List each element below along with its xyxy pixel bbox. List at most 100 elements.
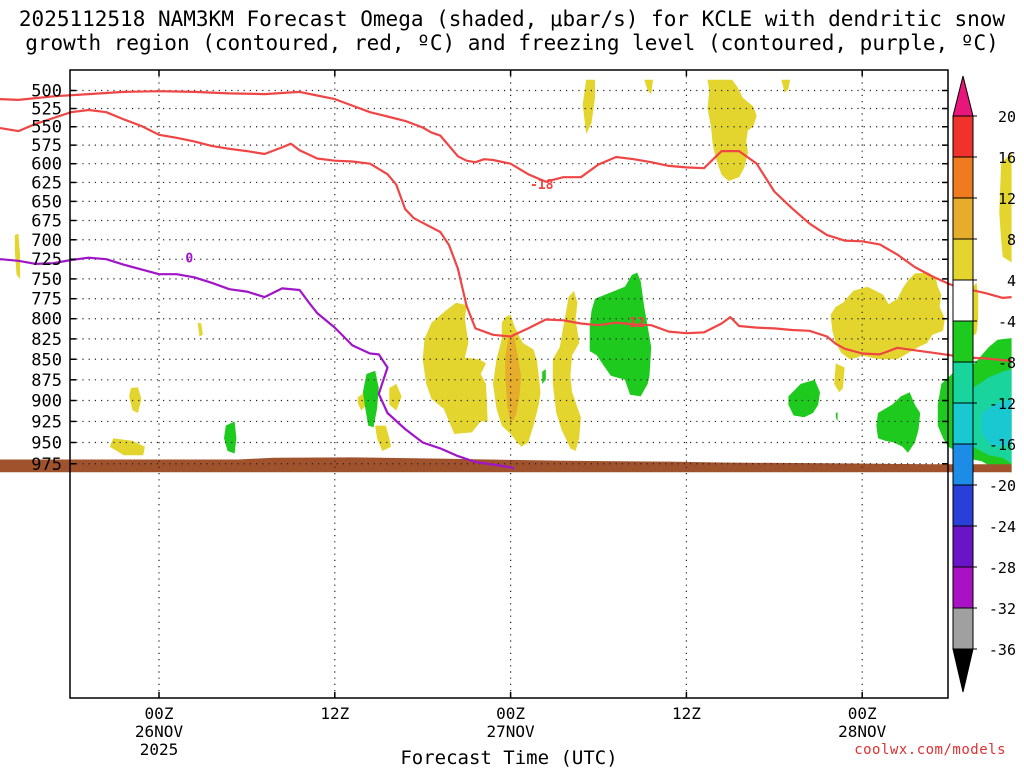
omega-region-14 [389, 383, 402, 411]
y-tick-label-650: 650 [31, 192, 62, 212]
omega-region-4 [999, 152, 1012, 263]
colorbar-swatch-9 [952, 443, 974, 486]
omega-region-5 [14, 233, 21, 279]
contour-lines-layer: -18 -12 0 [0, 90, 1012, 470]
colorbar-label-3: 8 [1007, 231, 1016, 249]
x-tick-label-0-0: 00Z [145, 704, 174, 723]
omega-region-9 [422, 302, 488, 434]
colorbar-swatch-8 [952, 402, 974, 445]
y-tick-label-575: 575 [31, 136, 62, 156]
x-axis-title: Forecast Time (UTC) [400, 747, 617, 768]
omega-region-3 [781, 79, 791, 93]
colorbar-bottom-arrow [952, 648, 974, 693]
colorbar-swatch-3 [952, 197, 974, 240]
y-tick-label-900: 900 [31, 392, 62, 412]
omega-region-19 [542, 369, 546, 384]
ground-fill [0, 457, 1012, 473]
colorbar-label-1: 16 [998, 149, 1016, 167]
omega-region-20 [362, 370, 379, 428]
y-tick-label-725: 725 [31, 250, 62, 270]
omega-region-28 [505, 334, 522, 424]
colorbar-swatch-4 [952, 238, 974, 281]
y-tick-label-775: 775 [31, 290, 62, 310]
omega-region-8 [109, 438, 145, 456]
contour-line-1 [0, 108, 1012, 362]
x-tick-label-40-0: 00Z [848, 704, 877, 723]
omega-shading-layer [0, 79, 1012, 473]
colorbar-label-0: 20 [998, 108, 1016, 126]
axes-layer: 5005255505756006256506757007257507758008… [31, 69, 949, 768]
omega-region-1 [644, 79, 653, 95]
omega-region-7 [129, 387, 142, 413]
x-tick-label-0-1: 26NOV [135, 722, 184, 741]
y-tick-label-875: 875 [31, 371, 62, 391]
y-tick-label-600: 600 [31, 155, 62, 175]
colorbar-swatch-2 [952, 156, 974, 199]
colorbar-swatch-7 [952, 361, 974, 404]
colorbar-swatch-11 [952, 525, 974, 568]
x-tick-label-10-0: 12Z [320, 704, 349, 723]
x-tick-label-40-1: 28NOV [838, 722, 887, 741]
contour-line-0 [0, 90, 1012, 299]
y-tick-label-675: 675 [31, 211, 62, 231]
y-tick-label-850: 850 [31, 350, 62, 370]
grid-layer [70, 70, 948, 698]
colorbar-label-6: -8 [998, 354, 1016, 372]
y-tick-label-525: 525 [31, 100, 62, 120]
y-tick-label-625: 625 [31, 173, 62, 193]
plot-frame [69, 69, 949, 699]
x-tick-label-30-0: 12Z [672, 704, 701, 723]
x-tick-label-20-1: 27NOV [487, 722, 536, 741]
colorbar-swatch-1 [952, 115, 974, 158]
colorbar-swatch-5 [952, 279, 974, 322]
colorbar: 20 16 12 8 4 -4 -8 -12 -16 -20 -24 -28 -32 -36 [952, 75, 1016, 693]
credit-label: coolwx.com/models [854, 742, 1006, 758]
y-tick-label-825: 825 [31, 330, 62, 350]
colorbar-label-2: 12 [998, 190, 1016, 208]
omega-region-22 [788, 379, 820, 418]
chart-title-line-2: growth region (contoured, red, ºC) and f… [25, 31, 999, 55]
x-tick-label-0-2: 2025 [140, 740, 179, 759]
omega-region-11 [552, 290, 581, 451]
colorbar-label-11: -28 [989, 559, 1016, 577]
colorbar-label-12: -32 [989, 600, 1016, 618]
omega-region-6 [197, 322, 203, 337]
colorbar-label-5: -4 [998, 313, 1016, 331]
chart-title-line-1: 2025112518 NAM3KM Forecast Omega (shaded… [18, 7, 1006, 31]
omega-region-0 [582, 79, 595, 135]
y-tick-label-800: 800 [31, 310, 62, 330]
y-tick-label-550: 550 [31, 118, 62, 138]
omega-region-27 [981, 398, 1012, 447]
y-tick-label-700: 700 [31, 231, 62, 251]
omega-region-24 [876, 392, 921, 453]
y-tick-label-975: 975 [31, 455, 62, 475]
y-tick-label-925: 925 [31, 412, 62, 432]
colorbar-label-10: -24 [989, 518, 1016, 536]
colorbar-label-7: -12 [989, 395, 1016, 413]
colorbar-swatch-6 [952, 320, 974, 363]
colorbar-top-arrow [952, 75, 974, 117]
y-tick-label-500: 500 [31, 82, 62, 102]
contour-line-2 [0, 256, 515, 470]
colorbar-swatch-10 [952, 484, 974, 527]
omega-region-16 [834, 363, 845, 393]
y-tick-label-750: 750 [31, 270, 62, 290]
omega-region-18 [589, 272, 652, 397]
colorbar-swatch-12 [952, 566, 974, 609]
colorbar-label-8: -16 [989, 436, 1016, 454]
label-12-c: -12 [621, 316, 644, 331]
omega-region-15 [830, 272, 945, 360]
colorbar-label-9: -20 [989, 477, 1016, 495]
label-0-c: 0 [185, 252, 193, 267]
label-18-c: -18 [530, 178, 554, 193]
colorbar-swatch-13 [952, 607, 974, 650]
omega-region-23 [835, 412, 838, 422]
omega-region-12 [375, 425, 392, 451]
x-tick-label-20-0: 00Z [496, 704, 525, 723]
y-tick-label-950: 950 [31, 433, 62, 453]
omega-region-21 [224, 421, 237, 454]
colorbar-label-4: 4 [1007, 272, 1016, 290]
omega-region-2 [707, 79, 757, 181]
colorbar-label-13: -36 [989, 641, 1016, 659]
